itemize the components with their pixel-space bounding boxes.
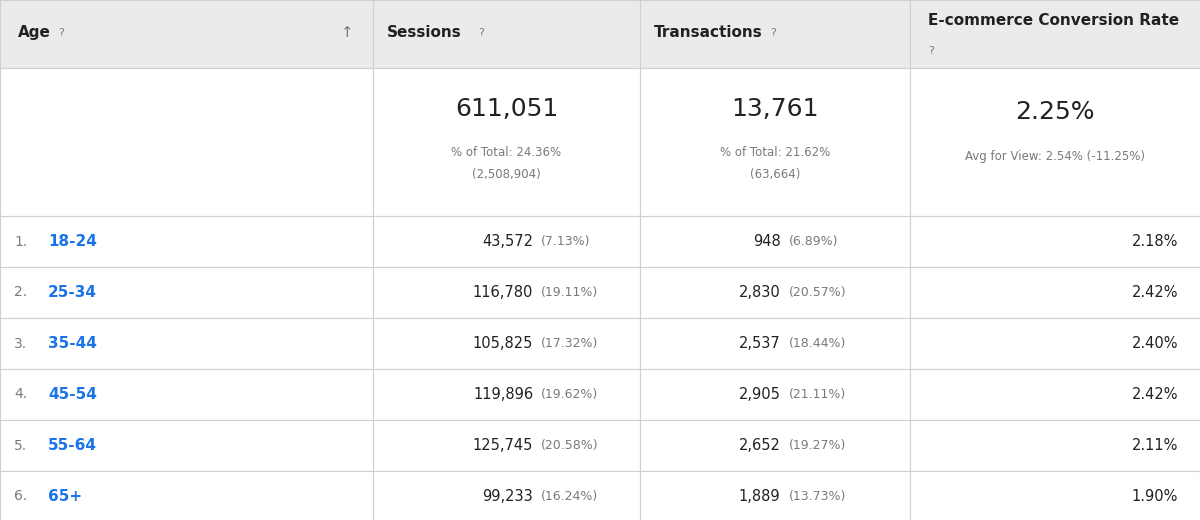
Text: 99,233: 99,233: [482, 489, 533, 504]
Text: (16.24%): (16.24%): [541, 490, 599, 503]
Text: 2,537: 2,537: [739, 336, 780, 351]
Text: 35-44: 35-44: [48, 336, 97, 351]
Text: Sessions: Sessions: [386, 25, 462, 40]
Text: Avg for View: 2.54% (-11.25%): Avg for View: 2.54% (-11.25%): [965, 150, 1145, 163]
Text: 2,830: 2,830: [739, 285, 780, 300]
Text: 55-64: 55-64: [48, 438, 97, 453]
Text: 2.42%: 2.42%: [1132, 387, 1178, 402]
Bar: [0, 0, 373, 68]
Text: Transactions: Transactions: [654, 25, 763, 40]
Text: 611,051: 611,051: [455, 97, 558, 122]
Bar: [373, 369, 640, 420]
Text: 116,780: 116,780: [473, 285, 533, 300]
Text: ?: ?: [770, 28, 776, 37]
Bar: [0, 420, 373, 471]
Text: (18.44%): (18.44%): [788, 337, 846, 350]
Bar: [640, 68, 910, 216]
Bar: [0, 68, 373, 216]
Bar: [640, 471, 910, 520]
Text: E-commerce Conversion Rate: E-commerce Conversion Rate: [928, 13, 1180, 28]
Text: (19.11%): (19.11%): [541, 286, 599, 299]
Text: 6.: 6.: [14, 489, 28, 503]
Text: % of Total: 24.36%: % of Total: 24.36%: [451, 146, 562, 159]
Bar: [910, 0, 1200, 68]
Text: (6.89%): (6.89%): [788, 235, 838, 248]
Bar: [373, 267, 640, 318]
Text: 2.11%: 2.11%: [1132, 438, 1178, 453]
Bar: [0, 267, 373, 318]
Text: 125,745: 125,745: [473, 438, 533, 453]
Bar: [640, 420, 910, 471]
Bar: [373, 318, 640, 369]
Text: 2.42%: 2.42%: [1132, 285, 1178, 300]
Text: 2.18%: 2.18%: [1132, 234, 1178, 249]
Text: 3.: 3.: [14, 336, 28, 350]
Text: 1.90%: 1.90%: [1132, 489, 1178, 504]
Bar: [910, 471, 1200, 520]
Text: ?: ?: [478, 28, 484, 37]
Bar: [910, 369, 1200, 420]
Text: % of Total: 21.62%: % of Total: 21.62%: [720, 146, 830, 159]
Text: (7.13%): (7.13%): [541, 235, 590, 248]
Text: 948: 948: [752, 234, 780, 249]
Text: 2.40%: 2.40%: [1132, 336, 1178, 351]
Bar: [640, 0, 910, 68]
Text: 119,896: 119,896: [473, 387, 533, 402]
Text: 18-24: 18-24: [48, 234, 97, 249]
Text: (63,664): (63,664): [750, 168, 800, 181]
Text: (17.32%): (17.32%): [541, 337, 599, 350]
Bar: [910, 420, 1200, 471]
Bar: [640, 369, 910, 420]
Text: 2,652: 2,652: [738, 438, 780, 453]
Text: (20.58%): (20.58%): [541, 439, 599, 452]
Bar: [910, 68, 1200, 216]
Bar: [910, 318, 1200, 369]
Bar: [0, 369, 373, 420]
Bar: [373, 420, 640, 471]
Text: 1.: 1.: [14, 235, 28, 249]
Bar: [373, 0, 640, 68]
Text: 65+: 65+: [48, 489, 82, 504]
Bar: [0, 318, 373, 369]
Text: 2,905: 2,905: [738, 387, 780, 402]
Text: (19.62%): (19.62%): [541, 388, 599, 401]
Text: Age: Age: [18, 25, 50, 40]
Text: (13.73%): (13.73%): [788, 490, 846, 503]
Text: 2.: 2.: [14, 285, 28, 300]
Text: ↑: ↑: [341, 25, 354, 40]
Text: 2.25%: 2.25%: [1015, 100, 1094, 124]
Bar: [373, 471, 640, 520]
Text: 25-34: 25-34: [48, 285, 97, 300]
Bar: [910, 216, 1200, 267]
Text: 13,761: 13,761: [731, 97, 818, 122]
Bar: [640, 267, 910, 318]
Bar: [910, 267, 1200, 318]
Text: 5.: 5.: [14, 438, 28, 452]
Text: 105,825: 105,825: [473, 336, 533, 351]
Text: 45-54: 45-54: [48, 387, 97, 402]
Text: 43,572: 43,572: [482, 234, 533, 249]
Bar: [640, 216, 910, 267]
Text: 4.: 4.: [14, 387, 28, 401]
Text: ?: ?: [58, 28, 64, 37]
Bar: [0, 216, 373, 267]
Bar: [640, 318, 910, 369]
Text: 1,889: 1,889: [739, 489, 780, 504]
Text: (2,508,904): (2,508,904): [472, 168, 541, 181]
Bar: [373, 216, 640, 267]
Text: (20.57%): (20.57%): [788, 286, 846, 299]
Text: (19.27%): (19.27%): [788, 439, 846, 452]
Bar: [373, 68, 640, 216]
Bar: [0, 471, 373, 520]
Text: (21.11%): (21.11%): [788, 388, 846, 401]
Text: ?: ?: [928, 46, 934, 56]
